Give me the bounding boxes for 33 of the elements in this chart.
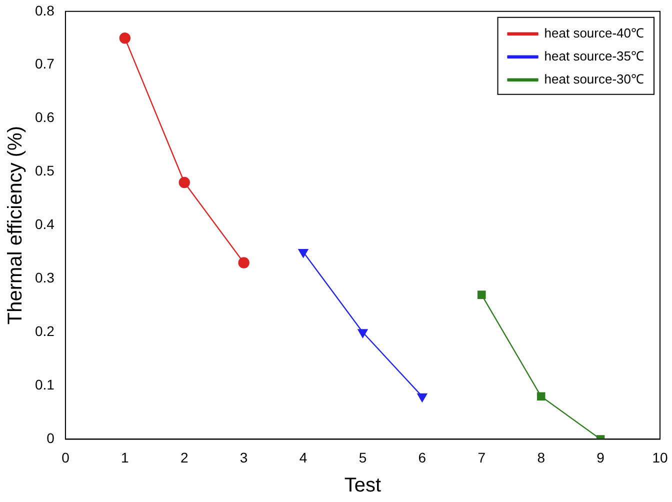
point: [238, 257, 250, 268]
point: [119, 32, 131, 44]
y-axis-title: Thermal efficiency (%): [4, 126, 27, 325]
point: [178, 176, 190, 188]
x-tick-label: 2: [180, 449, 188, 466]
x-tick-label: 6: [418, 449, 426, 466]
x-tick-label: 3: [240, 449, 248, 466]
y-tick-label: 0.6: [34, 109, 55, 126]
y-tick-label: 0.2: [34, 323, 55, 340]
y-tick-label: 0.8: [34, 2, 55, 18]
y-tick-label: 0.7: [34, 56, 55, 72]
x-tick-label: 4: [299, 449, 308, 466]
y-tick-label: 0.1: [34, 376, 55, 393]
legend-label: heat source-40℃: [544, 25, 644, 40]
x-tick-label: 7: [478, 449, 486, 466]
x-tick-label: 9: [596, 449, 605, 466]
y-tick-label: 0: [46, 430, 55, 446]
point: [298, 248, 308, 258]
point: [536, 392, 546, 401]
x-tick-label: 1: [121, 449, 130, 466]
x-tick-label: 5: [358, 449, 367, 466]
legend-label: heat source-35℃: [544, 48, 644, 64]
point: [478, 290, 486, 299]
y-tick-label: 0.3: [34, 270, 55, 286]
legend-label: heat source-30℃: [544, 71, 644, 86]
point: [417, 393, 428, 402]
point: [358, 329, 368, 338]
y-tick-label: 0.4: [34, 216, 55, 232]
x-tick-label: 8: [537, 449, 546, 466]
x-tick-label: 10: [652, 449, 668, 466]
x-axis-title: Test: [344, 474, 382, 497]
x-tick-label: 0: [62, 449, 70, 466]
y-tick-label: 0.5: [34, 162, 55, 179]
